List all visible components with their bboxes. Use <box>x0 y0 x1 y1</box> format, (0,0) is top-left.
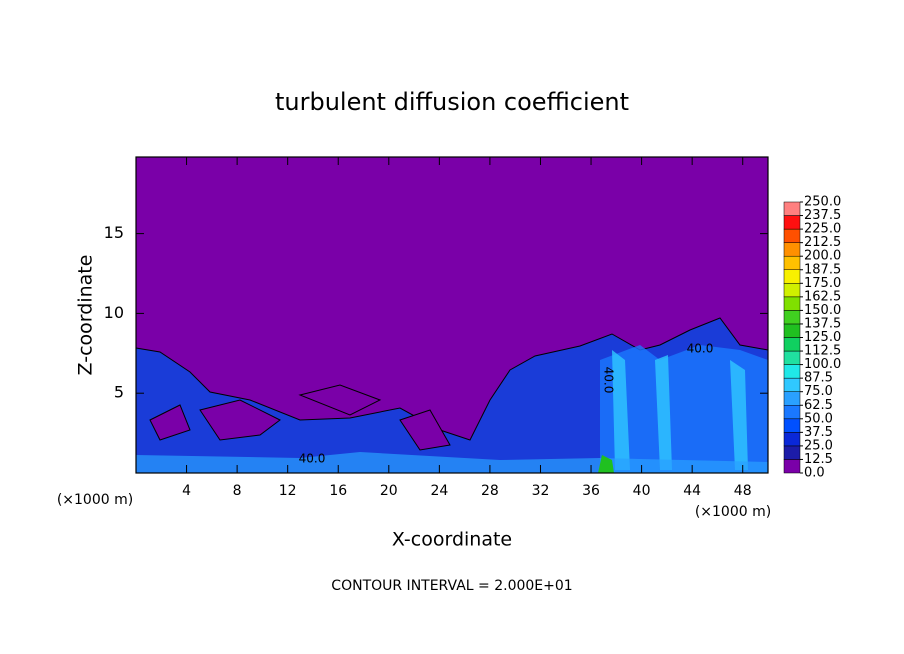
y-axis-label: Z-coordinate <box>75 255 97 376</box>
colorbar-band <box>783 201 801 216</box>
contour-label: 40.0 <box>602 367 616 394</box>
x-tick-label: 40 <box>633 483 651 499</box>
colorbar-label: 50.0 <box>804 411 833 426</box>
chart-title: turbulent diffusion coefficient <box>275 88 629 116</box>
x-tick-label: 8 <box>233 483 242 499</box>
colorbar-label: 137.5 <box>804 316 841 331</box>
x-unit: (×1000 m) <box>57 492 133 508</box>
field-region <box>600 345 768 473</box>
colorbar-label: 212.5 <box>804 235 841 250</box>
field-region <box>598 455 614 473</box>
colorbar-band <box>783 296 801 311</box>
colorbar-band <box>783 350 801 365</box>
colorbar-band <box>783 255 801 271</box>
colorbar-label: 87.5 <box>804 371 833 386</box>
x-tick-label: 20 <box>380 483 398 499</box>
colorbar-label: 25.0 <box>804 438 833 453</box>
colorbar-label: 150.0 <box>804 303 841 318</box>
colorbar-label: 37.5 <box>804 425 833 440</box>
y-tick-label: 10 <box>104 303 124 322</box>
contour-note: CONTOUR INTERVAL = 2.000E+01 <box>331 578 572 594</box>
x-tick-label: 12 <box>279 483 297 499</box>
colorbar-band <box>783 242 801 257</box>
colorbar-label: 75.0 <box>804 384 833 399</box>
colorbar-band <box>783 405 801 420</box>
y-tick-label: 5 <box>114 383 124 402</box>
colorbar-label: 225.0 <box>804 222 841 237</box>
field-region <box>612 350 748 470</box>
x-tick-label: 16 <box>329 483 347 499</box>
colorbar-label: 175.0 <box>804 276 841 291</box>
colorbar-band <box>783 323 801 338</box>
colorbar-band <box>783 269 801 284</box>
colorbar-label: 125.0 <box>804 330 841 345</box>
x-tick-label: 4 <box>182 483 191 499</box>
colorbar-band <box>783 310 801 325</box>
colorbar-label: 100.0 <box>804 357 841 372</box>
colorbar-band <box>783 215 801 230</box>
x-tick-label: 36 <box>582 483 600 499</box>
colorbar-band <box>783 391 801 406</box>
colorbar-band <box>783 337 801 352</box>
y-tick-label: 15 <box>104 223 124 242</box>
colorbar-label: 200.0 <box>804 249 841 264</box>
x-tick-label: 32 <box>532 483 550 499</box>
y-unit: (×1000 m) <box>695 504 771 520</box>
colorbar-label: 237.5 <box>804 208 841 223</box>
x-tick-label: 48 <box>734 483 752 499</box>
colorbar-band <box>783 459 801 474</box>
contour-label: 40.0 <box>687 342 714 356</box>
colorbar-band <box>783 445 801 460</box>
colorbar-band <box>783 432 801 447</box>
colorbar-label: 0.0 <box>804 466 825 481</box>
colorbar-band <box>783 283 801 298</box>
colorbar-band <box>783 228 801 243</box>
colorbar-label: 162.5 <box>804 289 841 304</box>
colorbar-label: 62.5 <box>804 398 833 413</box>
x-tick-label: 28 <box>481 483 499 499</box>
x-axis-label: X-coordinate <box>392 529 512 551</box>
colorbar-band <box>783 364 801 379</box>
contour-field <box>135 157 769 474</box>
x-tick-label: 44 <box>683 483 701 499</box>
colorbar-label: 250.0 <box>804 195 841 210</box>
colorbar-label: 12.5 <box>804 452 833 467</box>
plot-frame <box>135 156 769 474</box>
colorbar-band <box>783 418 801 433</box>
colorbar-band <box>783 377 801 392</box>
contour-label: 40.0 <box>299 452 326 466</box>
colorbar-label: 112.5 <box>804 344 841 359</box>
x-tick-label: 24 <box>430 483 448 499</box>
colorbar-label: 187.5 <box>804 262 841 277</box>
field-region <box>149 384 451 451</box>
